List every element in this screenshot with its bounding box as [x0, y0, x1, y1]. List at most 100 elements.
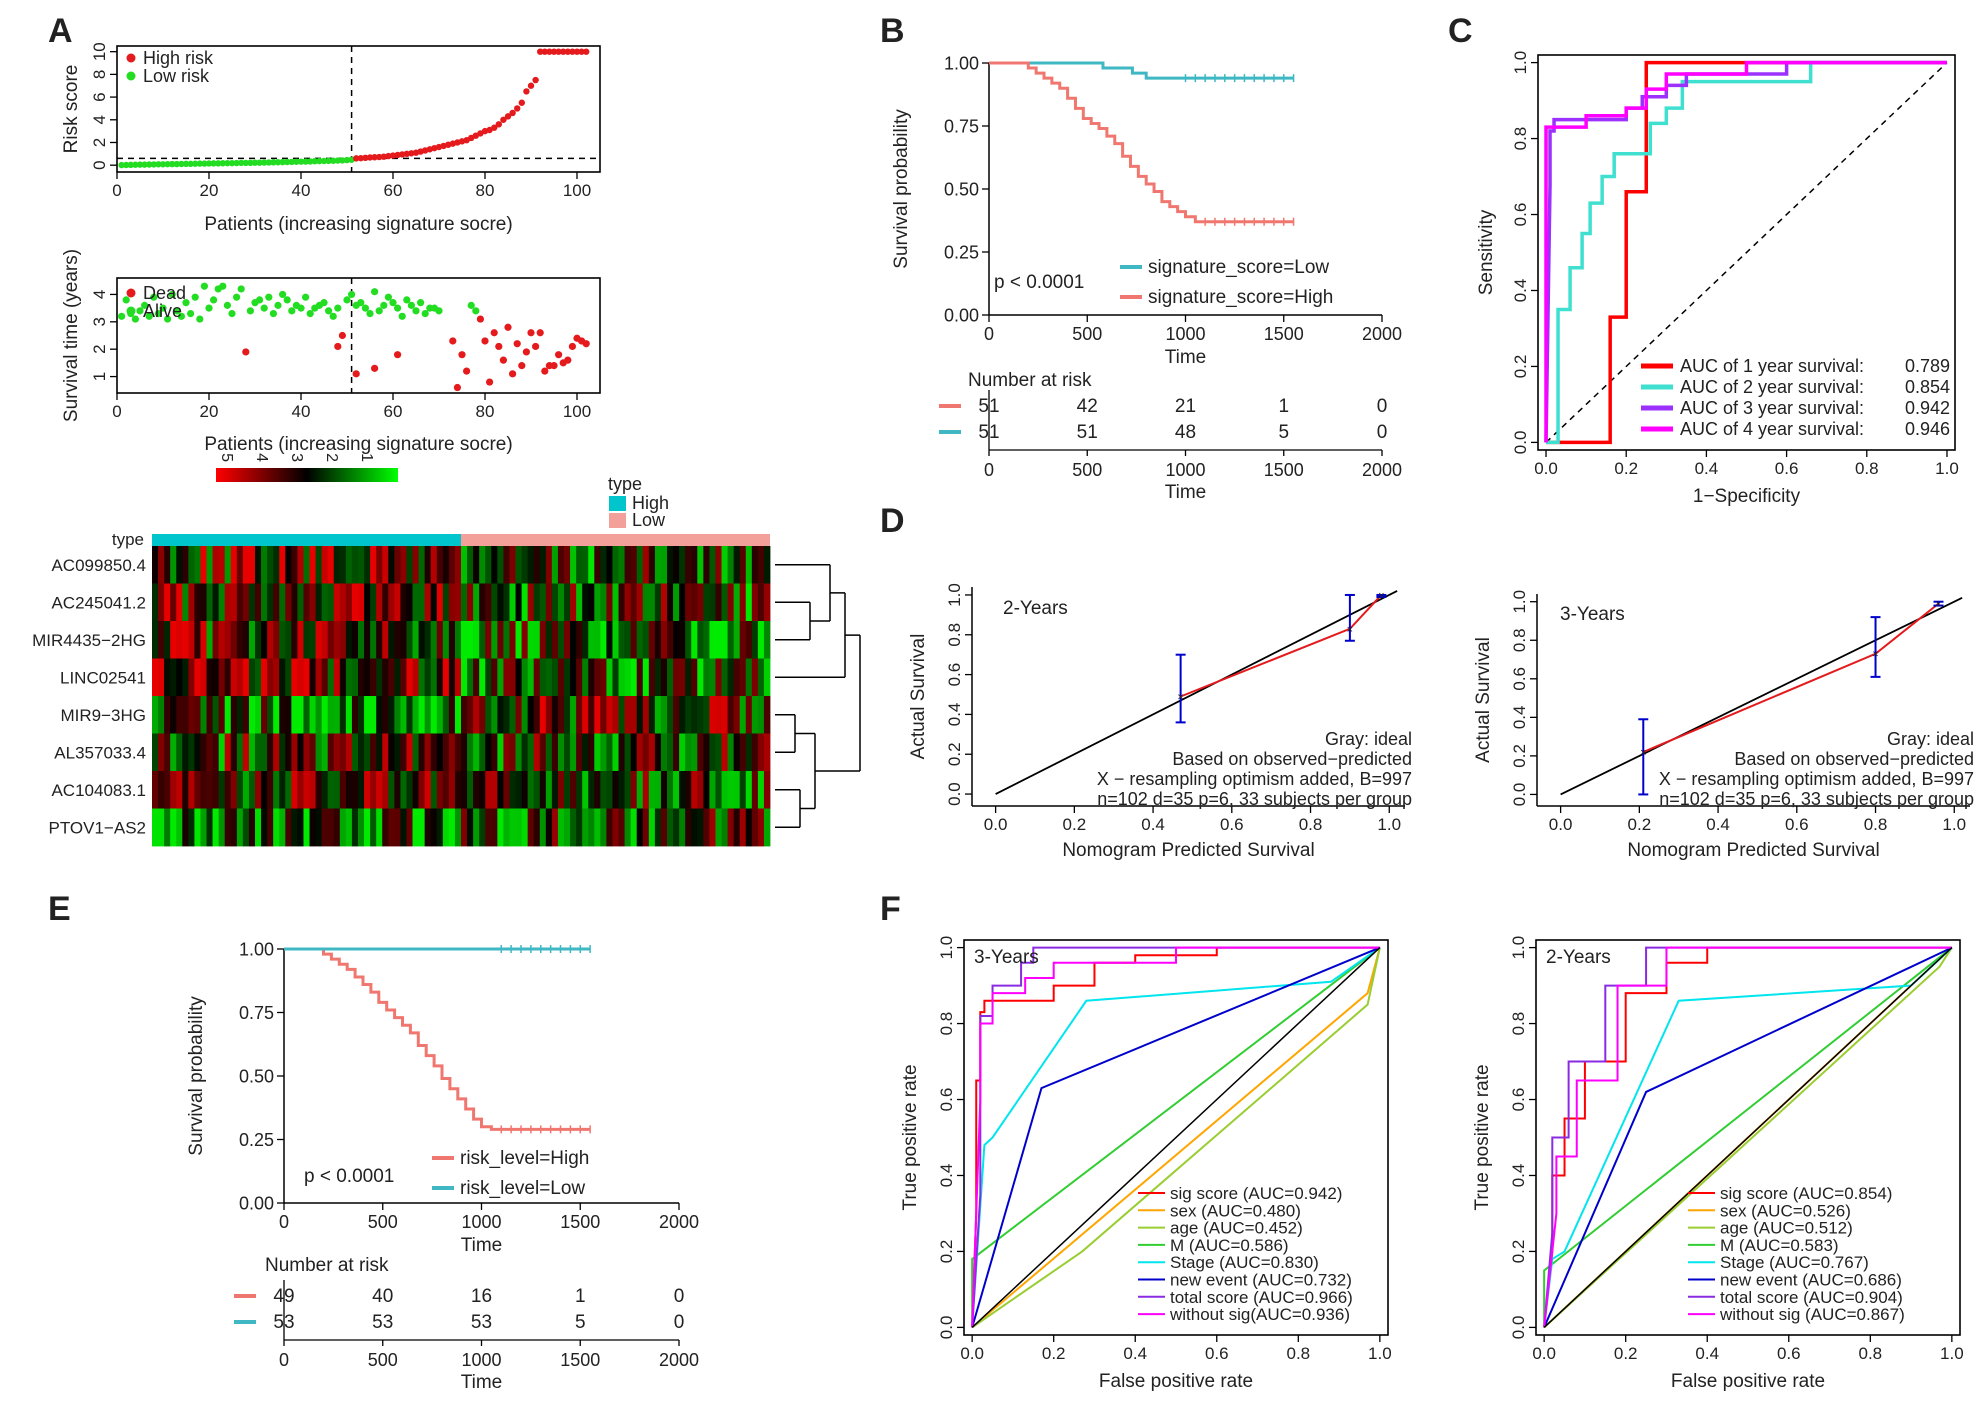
risk-point — [302, 158, 309, 165]
risk-table-value: 1 — [575, 1286, 586, 1307]
risk-point — [238, 159, 245, 167]
heatmap-cell — [406, 658, 413, 697]
y-tick-label: 4 — [90, 115, 109, 124]
heatmap-cell — [448, 808, 456, 847]
risk-point — [569, 48, 576, 55]
heatmap-cell — [509, 658, 516, 697]
x-tick-label: 0.8 — [1855, 459, 1879, 478]
heatmap-cell — [751, 771, 759, 809]
heatmap-cell — [479, 583, 486, 622]
heatmap-cell — [588, 583, 595, 622]
heatmap-cell — [491, 733, 498, 772]
roc-curve — [1543, 947, 1953, 1328]
x-tick-label: 100 — [563, 402, 591, 421]
heatmap-cell — [358, 583, 365, 622]
heatmap-cell — [509, 621, 516, 659]
legend-label: AUC of 2 year survival: — [1680, 377, 1864, 397]
heatmap-cell — [388, 733, 395, 772]
heatmap-cell — [582, 696, 589, 734]
heatmap-cell — [164, 808, 171, 847]
survival-point — [508, 370, 517, 378]
heatmap-cell — [582, 733, 589, 772]
heatmap-row-label: AL357033.4 — [54, 743, 146, 762]
heatmap-cell — [224, 621, 232, 659]
heatmap-cell — [206, 696, 213, 734]
heatmap-cell — [273, 621, 280, 659]
heatmap-cell — [327, 771, 335, 809]
x-tick-label: 0 — [112, 402, 121, 421]
heatmap-cell — [763, 696, 771, 734]
x-tick-label: 0.4 — [1123, 1344, 1147, 1363]
survival-point — [141, 301, 149, 309]
heatmap-cell — [430, 733, 438, 772]
risk-table-value: 0 — [1377, 422, 1388, 443]
risk-table-time: 1500 — [560, 1350, 600, 1370]
survival-point — [453, 383, 461, 392]
heatmap-cell — [267, 771, 274, 809]
x-tick-label: 60 — [384, 181, 403, 200]
survival-point — [384, 293, 392, 301]
heatmap-cell — [394, 771, 401, 809]
heatmap-cell — [406, 808, 413, 847]
heatmap-cell — [382, 546, 389, 584]
heatmap-cell — [461, 696, 468, 734]
roc-curve — [1543, 947, 1953, 1329]
heatmap-cell — [291, 733, 298, 772]
heatmap-cell — [685, 583, 692, 622]
heatmap-cell — [454, 808, 462, 847]
heatmap-cell — [473, 808, 480, 847]
roc-curve — [971, 947, 1381, 1328]
risk-table-value: 0 — [1377, 396, 1388, 417]
heatmap-cell — [667, 808, 674, 847]
heatmap-cell — [630, 733, 638, 772]
heatmap-cell — [582, 771, 589, 809]
heatmap-cell — [345, 621, 353, 659]
heatmap-cell — [358, 733, 365, 772]
heatmap-cell — [600, 583, 607, 622]
heatmap-cell — [503, 733, 510, 772]
heatmap-cell — [176, 733, 183, 772]
heatmap-cell — [382, 658, 389, 697]
heatmap-cell — [242, 733, 250, 772]
risk-point — [504, 113, 512, 120]
heatmap-cell — [751, 546, 759, 584]
heatmap-cell — [261, 733, 268, 772]
heatmap-cell — [533, 808, 541, 847]
risk-point — [564, 48, 571, 55]
heatmap-cell — [521, 658, 529, 697]
heatmap-cell — [612, 583, 619, 622]
heatmap-cell — [588, 696, 595, 734]
survival-point — [398, 312, 406, 320]
y-axis-label: True positive rate — [1472, 1064, 1493, 1210]
heatmap-cell — [364, 771, 371, 809]
panel-label-b: B — [880, 12, 905, 50]
survival-point — [302, 293, 310, 301]
x-tick-label: 40 — [292, 181, 311, 200]
heatmap-cell — [667, 696, 674, 734]
heatmap-cell — [685, 733, 692, 772]
heatmap-cell — [624, 733, 632, 772]
heatmap-cell — [467, 696, 474, 734]
heatmap-cell — [206, 621, 213, 659]
heatmap-cell — [727, 808, 735, 847]
heatmap-cell — [412, 546, 419, 584]
heatmap-cell — [667, 658, 674, 697]
heatmap-cell — [424, 658, 432, 697]
calibration-point: × — [1378, 590, 1384, 602]
roc-curve — [1543, 946, 1952, 1328]
heatmap-cell — [370, 733, 377, 772]
heatmap-cell — [660, 696, 668, 734]
heatmap-cell — [679, 621, 686, 659]
heatmap-cell — [515, 658, 522, 697]
panel-label-a: A — [48, 12, 73, 50]
heatmap-cell — [321, 546, 329, 584]
survival-point — [417, 299, 425, 307]
legend-label: Alive — [143, 301, 182, 321]
risk-table-time: 1000 — [1165, 460, 1205, 480]
x-tick-label: 0.0 — [1549, 815, 1573, 834]
survival-point — [173, 307, 181, 315]
y-tick-label: 0.4 — [937, 1164, 956, 1188]
heatmap-cell — [763, 658, 771, 697]
heatmap-cell — [321, 621, 329, 659]
risk-point — [307, 158, 314, 165]
